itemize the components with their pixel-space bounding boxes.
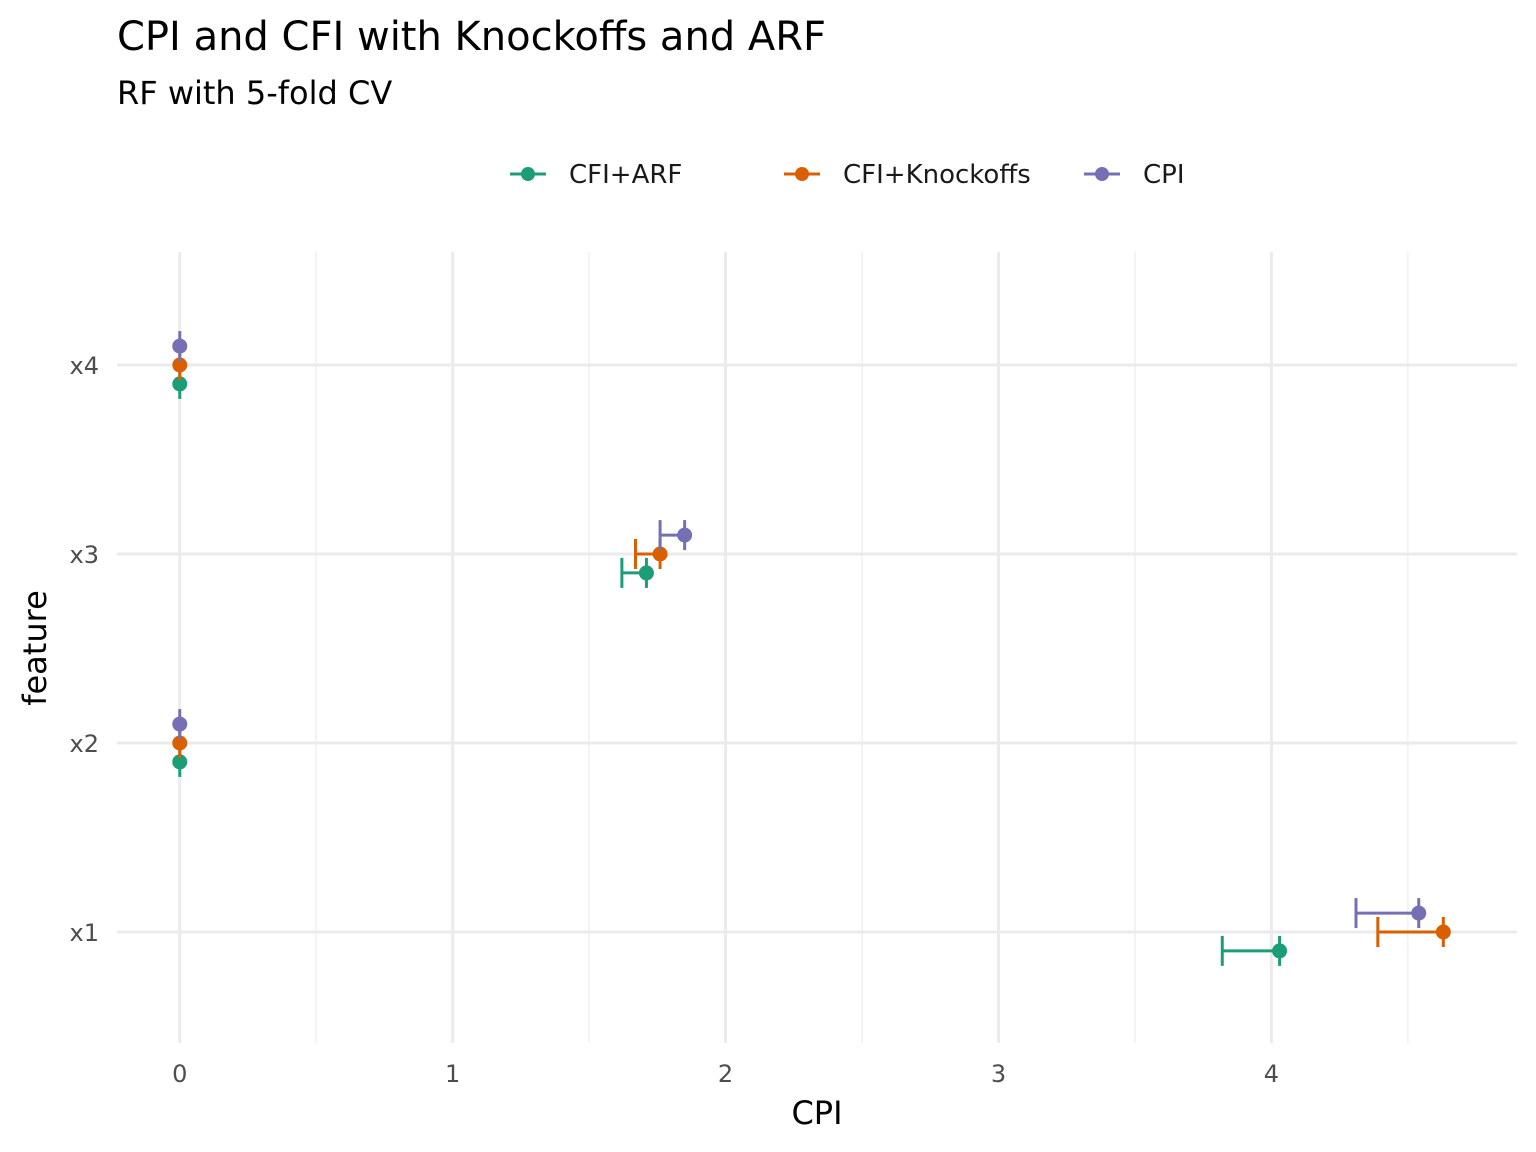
legend-key-point — [1095, 167, 1109, 181]
y-tick-label: x1 — [70, 919, 99, 947]
y-axis-ticks: x1 x2 x3 x4 — [70, 352, 99, 947]
legend: CFI+ARF CFI+Knockoffs CPI — [510, 160, 1185, 190]
data-point — [1411, 905, 1427, 921]
x-axis-title: CPI — [791, 1094, 842, 1132]
data-point — [172, 754, 188, 770]
legend-label: CPI — [1143, 160, 1185, 190]
legend-key-point — [521, 167, 535, 181]
data-point — [172, 716, 188, 732]
y-tick-label: x3 — [70, 541, 99, 569]
y-axis-title: feature — [16, 590, 54, 706]
data-point — [172, 735, 188, 751]
series-point-group — [172, 709, 188, 740]
x-tick-label: 4 — [1264, 1060, 1279, 1088]
y-tick-label: x4 — [70, 352, 99, 380]
plot-grid — [117, 252, 1517, 1043]
series-point-group — [172, 331, 188, 362]
data-point — [1435, 924, 1451, 940]
legend-label: CFI+Knockoffs — [843, 160, 1031, 190]
series-point-group — [658, 520, 693, 551]
data-point — [652, 546, 668, 562]
legend-item: CFI+Knockoffs — [784, 160, 1031, 190]
y-tick-label: x2 — [70, 730, 99, 758]
series-point-group — [1376, 917, 1451, 947]
x-tick-label: 3 — [991, 1060, 1006, 1088]
legend-item: CPI — [1084, 160, 1185, 190]
x-tick-label: 0 — [172, 1060, 187, 1088]
series-point-group — [634, 539, 668, 569]
data-point — [172, 357, 188, 373]
chart-subtitle: RF with 5-fold CV — [117, 74, 392, 112]
series-point-group — [1354, 898, 1427, 929]
data-point — [172, 376, 188, 392]
series-point-group — [620, 557, 654, 588]
legend-label: CFI+ARF — [569, 160, 682, 190]
data-point — [677, 527, 693, 543]
chart-title: CPI and CFI with Knockoffs and ARF — [117, 14, 826, 60]
x-axis-ticks: 0 1 2 3 4 — [172, 1060, 1279, 1088]
plot-marks — [172, 331, 1451, 966]
x-tick-label: 2 — [718, 1060, 733, 1088]
x-tick-label: 1 — [445, 1060, 460, 1088]
data-point — [638, 565, 654, 581]
legend-key-point — [795, 167, 809, 181]
series-point-group — [1220, 935, 1288, 966]
data-point — [1272, 943, 1288, 959]
data-point — [172, 338, 188, 354]
legend-item: CFI+ARF — [510, 160, 682, 190]
